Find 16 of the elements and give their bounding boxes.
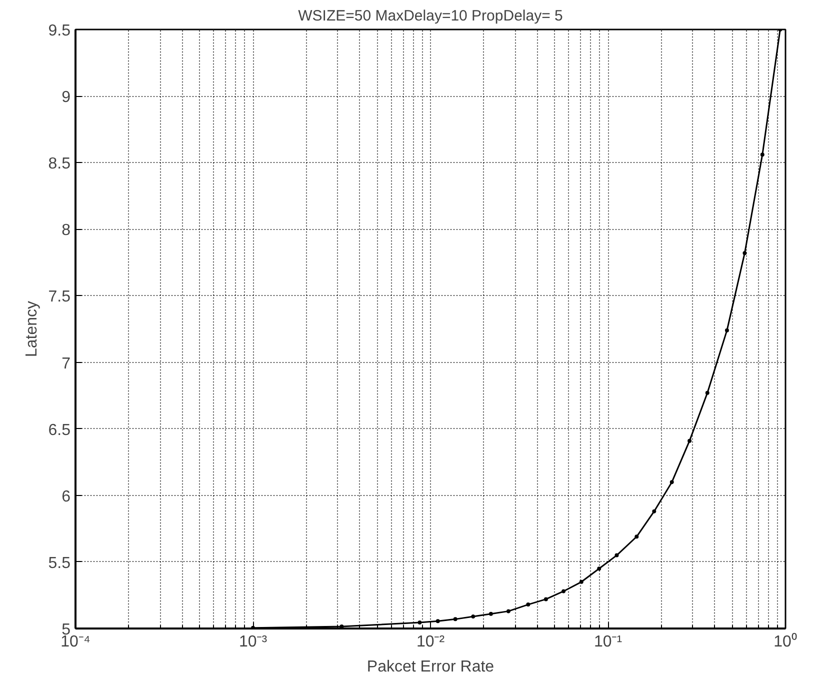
y-tick-label: 6.5 [48, 422, 71, 439]
y-tick-label: 8 [62, 222, 71, 240]
chart-title: WSIZE=50 MaxDelay=10 PropDelay= 5 [298, 8, 563, 24]
y-tick-label: 7.5 [48, 288, 71, 306]
x-tick-label: 10⁻¹ [594, 634, 622, 650]
y-tick-label: 7 [62, 355, 71, 372]
x-tick-label: 10⁻² [416, 634, 446, 650]
y-tick-label: 8.5 [48, 156, 71, 173]
x-axis-title: Pakcet Error Rate [366, 658, 494, 676]
y-tick-label: 9 [62, 89, 71, 106]
y-tick-label: 5.5 [48, 554, 71, 572]
x-tick-label: 10⁰ [774, 632, 798, 650]
y-tick-label: 9.5 [48, 22, 71, 40]
x-tick-label: 10⁻³ [238, 634, 268, 650]
y-tick-label: 6 [62, 488, 71, 506]
y-axis-title: Latency [23, 300, 40, 358]
